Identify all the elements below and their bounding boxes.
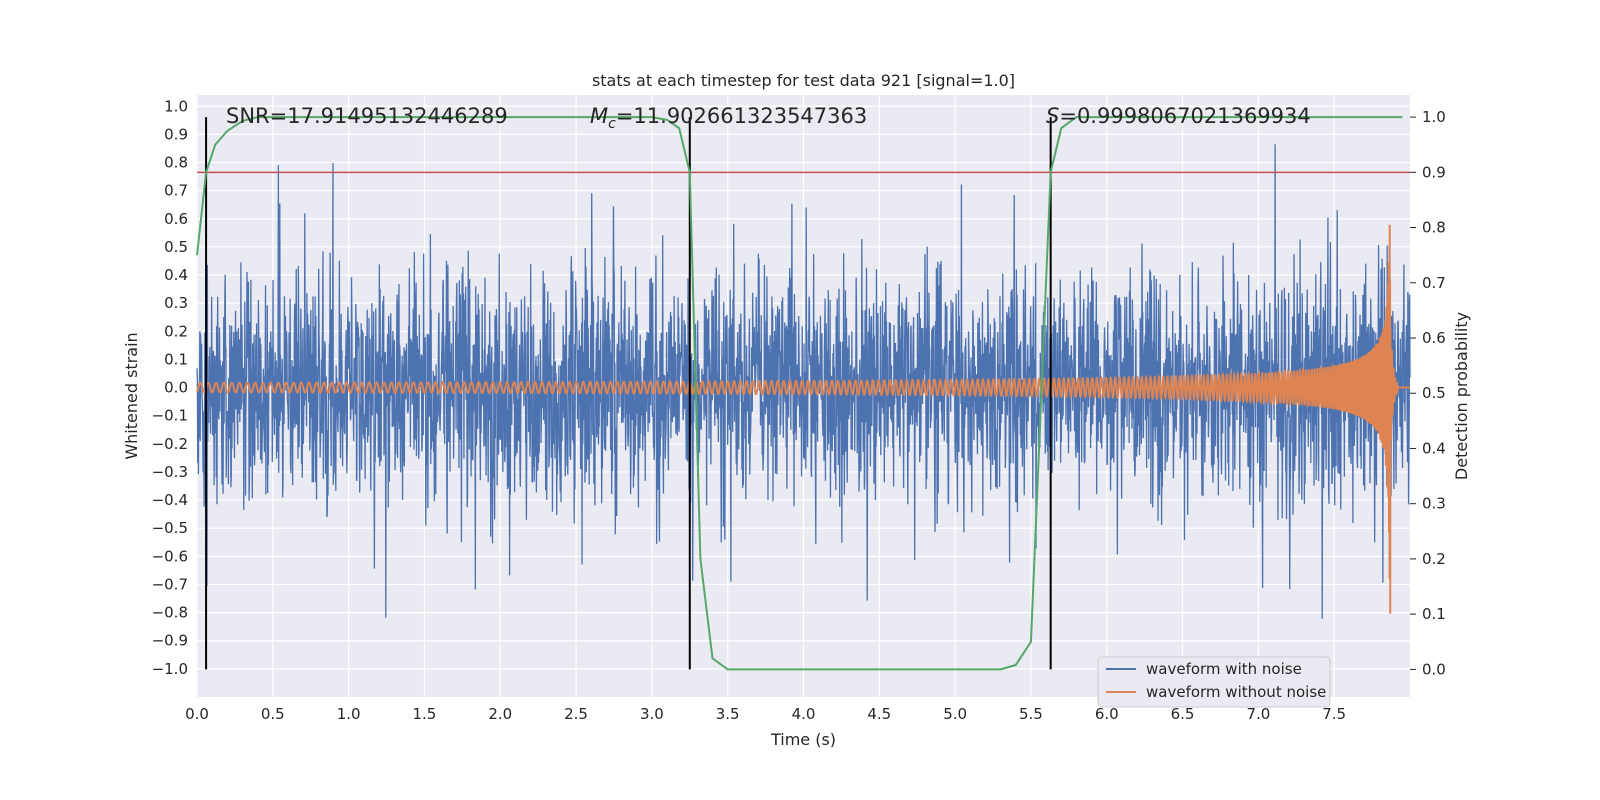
detection-probability-line <box>196 116 1403 671</box>
y-tick-label: −0.5 <box>152 519 188 537</box>
data-layer <box>196 116 1411 671</box>
chirp-mass-subscript: c <box>608 116 616 132</box>
chirp-mass-value: =11.902661323547363 <box>616 104 867 128</box>
y-tick-label: −0.9 <box>152 632 188 650</box>
x-axis-label: Time (s) <box>770 730 836 749</box>
x-tick-label: 7.0 <box>1246 705 1270 723</box>
x-tick-label: 0.5 <box>261 705 285 723</box>
x-tick-label: 3.5 <box>716 705 740 723</box>
y2-tick-label: 0.4 <box>1422 439 1446 457</box>
y2-tick-label: 0.6 <box>1422 329 1446 347</box>
y-tick-label: 0.4 <box>164 266 188 284</box>
y-tick-label: −0.4 <box>152 491 188 509</box>
y-tick-label: 0.7 <box>164 182 188 200</box>
y2-tick-label: 0.2 <box>1422 550 1446 568</box>
y-tick-label: 0.0 <box>164 379 188 397</box>
y2-tick-label: 0.3 <box>1422 495 1446 513</box>
y-tick-label: −0.8 <box>152 604 188 622</box>
x-tick-label: 0.0 <box>185 705 209 723</box>
stat-value: =0.9998067021369934 <box>1059 104 1310 128</box>
x-tick-label: 4.0 <box>792 705 816 723</box>
snr-annotation: SNR=17.91495132446289 <box>226 104 508 128</box>
y-tick-label: 0.6 <box>164 210 188 228</box>
y2-tick-label: 0.5 <box>1422 384 1446 402</box>
chirp-mass-annotation: Mc=11.902661323547363 <box>590 104 867 132</box>
chart-title: stats at each timestep for test data 921… <box>592 71 1015 90</box>
y-tick-label: −0.7 <box>152 575 188 593</box>
y2-axis-label: Detection probability <box>1452 312 1471 480</box>
legend-label-clean: waveform without noise <box>1146 683 1326 701</box>
x-tick-label: 6.5 <box>1171 705 1195 723</box>
x-tick-label: 2.0 <box>488 705 512 723</box>
y-tick-label: −1.0 <box>152 660 188 678</box>
y2-tick-label: 0.1 <box>1422 605 1446 623</box>
y2-tick-label: 0.8 <box>1422 219 1446 237</box>
x-tick-label: 6.0 <box>1095 705 1119 723</box>
x-tick-label: 1.0 <box>337 705 361 723</box>
y-tick-label: −0.3 <box>152 463 188 481</box>
chirp-mass-symbol: M <box>590 104 608 128</box>
axes-layer: 0.0 0.5 1.0 1.5 2.0 2.5 3.0 3.5 4.0 4.5 5.0 5.5 6.0 6… <box>152 97 1446 723</box>
y2-tick-label: 0.7 <box>1422 274 1446 292</box>
y-tick-label: 0.2 <box>164 322 188 340</box>
y-tick-label: 0.1 <box>164 350 188 368</box>
x-tick-label: 4.5 <box>867 705 891 723</box>
stat-annotation: S=0.9998067021369934 <box>1046 104 1311 128</box>
x-tick-label: 5.0 <box>943 705 967 723</box>
legend-label-noise: waveform with noise <box>1146 660 1302 678</box>
clean-waveform-line <box>196 224 1410 614</box>
x-tick-label: 3.0 <box>640 705 664 723</box>
y-axis-label: Whitened strain <box>122 332 141 459</box>
y-tick-label: 0.3 <box>164 294 188 312</box>
y-tick-label: 0.9 <box>164 125 188 143</box>
legend: waveform with noise waveform without noi… <box>1097 656 1331 708</box>
stat-symbol: S <box>1046 104 1059 128</box>
y2-tick-label: 0.9 <box>1422 163 1446 181</box>
x-tick-label: 5.5 <box>1019 705 1043 723</box>
x-tick-label: 1.5 <box>413 705 437 723</box>
y2-tick-label: 0.0 <box>1422 660 1446 678</box>
y-tick-label: 0.5 <box>164 238 188 256</box>
y2-tick-label: 1.0 <box>1422 108 1446 126</box>
y-tick-label: −0.2 <box>152 435 188 453</box>
y-tick-label: 1.0 <box>164 97 188 115</box>
x-tick-label: 7.5 <box>1322 705 1346 723</box>
y-tick-label: 0.8 <box>164 154 188 172</box>
y-tick-label: −0.1 <box>152 407 188 425</box>
legend-box <box>1097 656 1331 708</box>
y-tick-label: −0.6 <box>152 547 188 565</box>
x-tick-label: 2.5 <box>564 705 588 723</box>
